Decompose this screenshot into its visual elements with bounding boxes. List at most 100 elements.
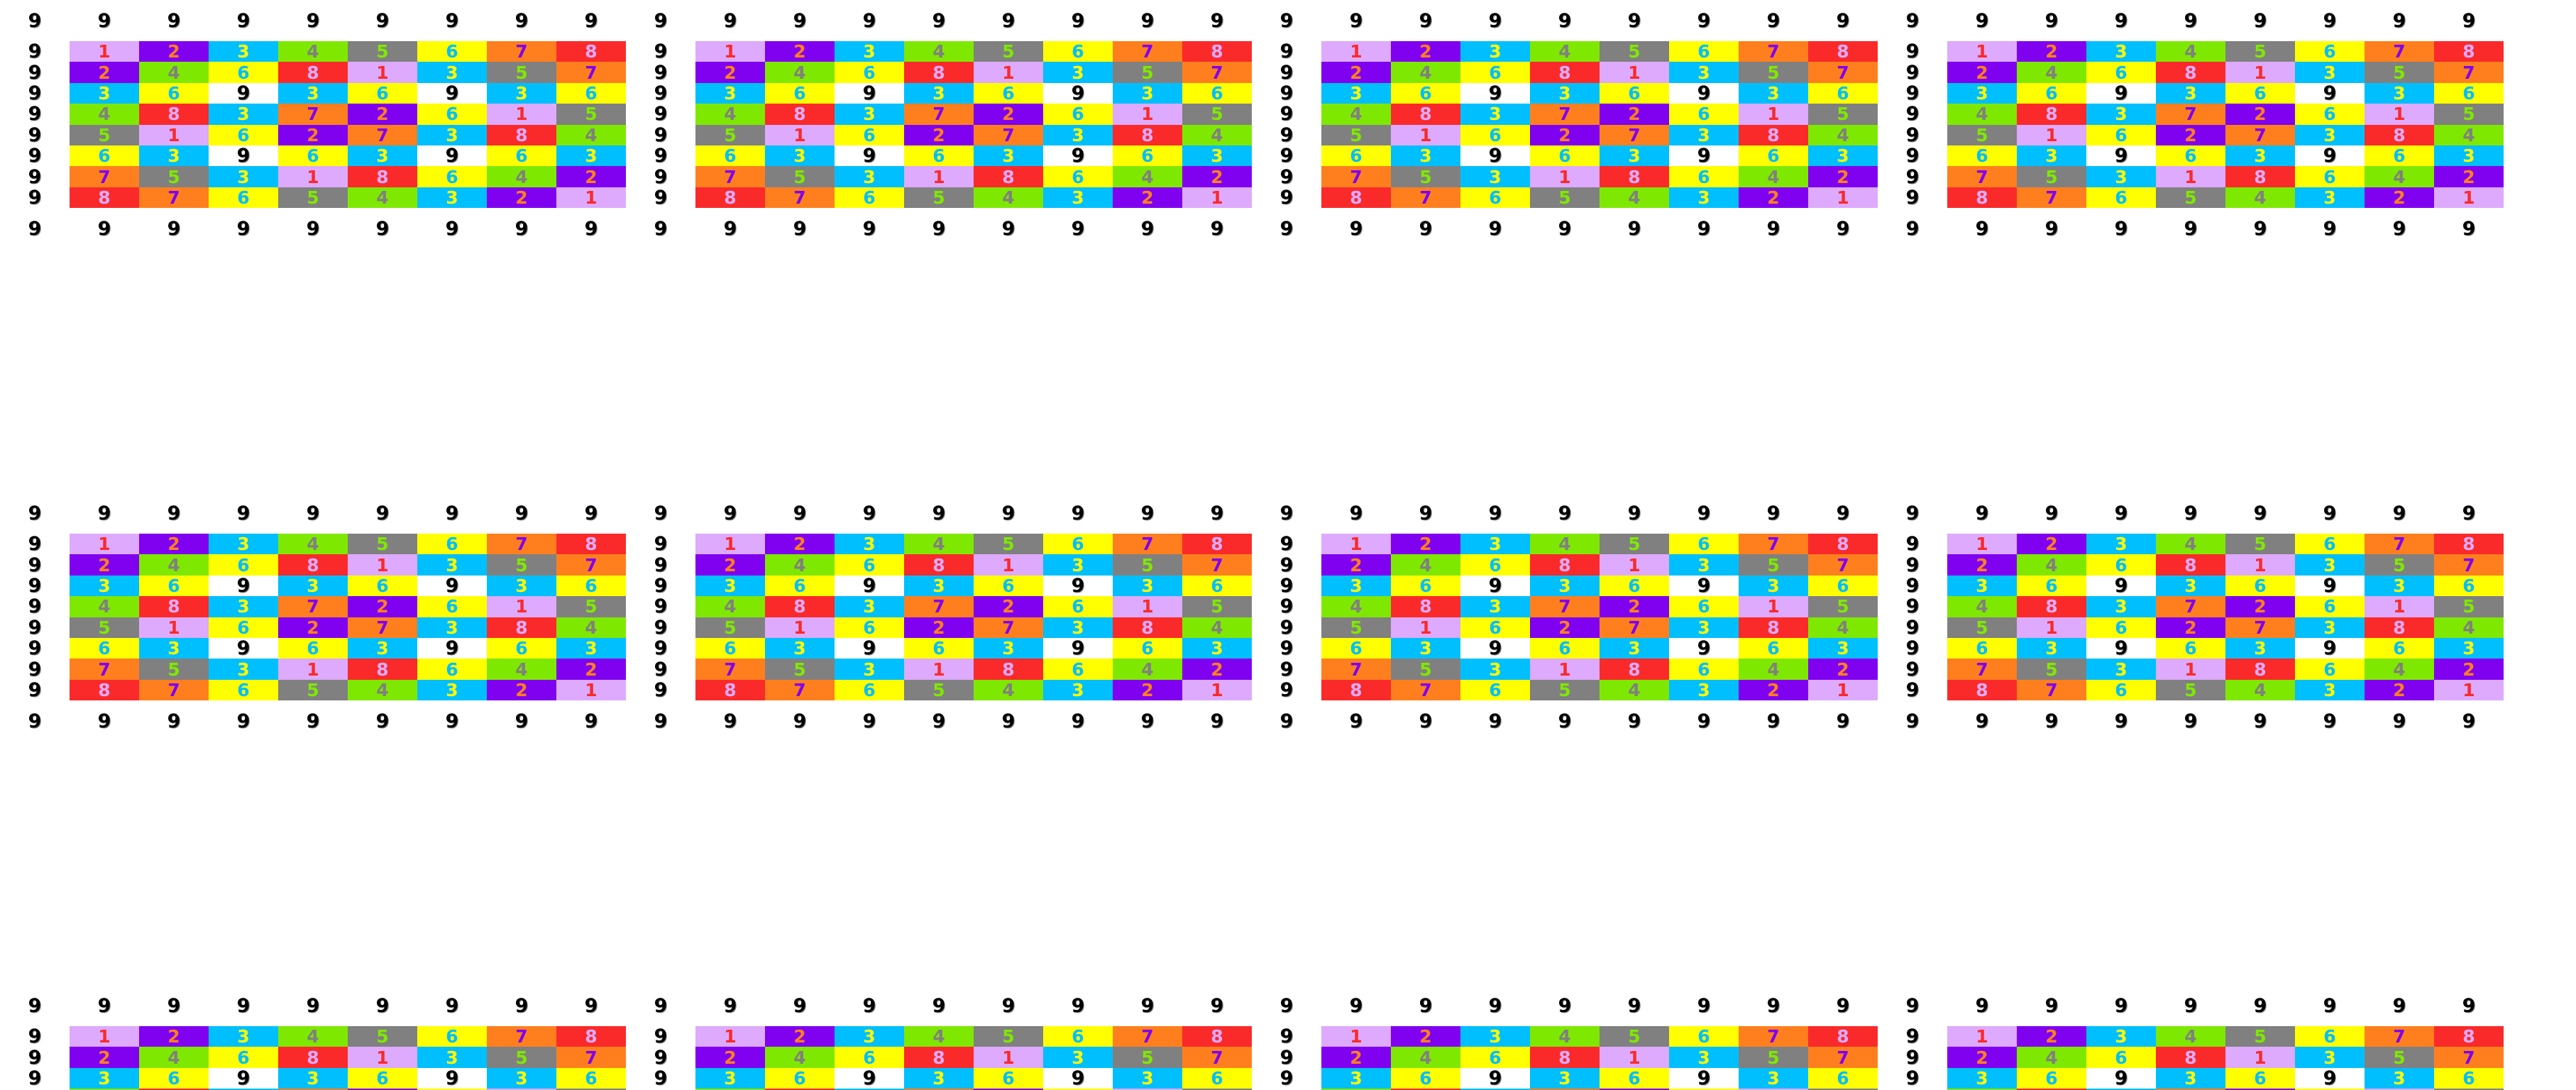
grid-cell: 9 [1043, 575, 1113, 597]
grid-cell: 2 [1182, 166, 1252, 187]
grid-cell: 9 [1669, 1067, 1739, 1089]
grid-cell: 6 [2017, 575, 2086, 597]
grid-cell: 7 [695, 166, 765, 187]
grid-cell: 5 [1391, 166, 1460, 187]
grid-cell: 4 [765, 1047, 835, 1068]
grid-cell: 7 [487, 1026, 556, 1047]
grid-cell: 2 [1600, 1089, 1669, 1090]
grid-cell: 8 [2156, 62, 2225, 83]
grid-cell: 6 [2295, 166, 2365, 187]
grid-cell: 6 [1391, 1067, 1460, 1089]
column-header-9: 9 [1530, 492, 1600, 534]
grid-cell: 9 [2086, 145, 2156, 167]
grid-cell: 9 [417, 1067, 487, 1089]
grid-cell: 6 [2434, 575, 2504, 597]
grid-cell: 3 [2365, 82, 2434, 104]
row-header-9: 9 [1878, 187, 1947, 209]
grid-cell: 7 [70, 659, 139, 680]
grid-cell: 2 [1808, 659, 1878, 680]
corner-header-9: 9 [0, 985, 70, 1026]
grid-cell: 3 [1600, 637, 1669, 659]
grid-cell: 1 [1391, 617, 1460, 638]
grid-cell: 5 [2225, 41, 2295, 62]
column-footer-9: 9 [1739, 208, 1808, 250]
grid-cell: 3 [2086, 41, 2156, 62]
grid-cell: 2 [1321, 554, 1391, 576]
column-header-9: 9 [2017, 985, 2086, 1026]
column-header-9: 9 [1321, 492, 1391, 534]
grid-cell: 8 [2434, 41, 2504, 62]
grid-cell: 2 [765, 41, 835, 62]
grid-cell: 3 [1947, 575, 2017, 597]
grid-cell: 8 [2017, 104, 2086, 125]
grid-cell: 3 [974, 637, 1043, 659]
row-header-9: 9 [626, 659, 695, 680]
row-header-9: 9 [0, 679, 70, 701]
grid-cell: 6 [348, 82, 417, 104]
grid-cell: 1 [348, 554, 417, 576]
grid-cell: 3 [1321, 575, 1391, 597]
row-header-9: 9 [626, 187, 695, 209]
column-footer-9: 9 [417, 208, 487, 250]
grid-cell: 4 [1947, 1089, 2017, 1090]
column-header-9: 9 [974, 492, 1043, 534]
grid-cell: 3 [2225, 637, 2295, 659]
grid-cell: 7 [695, 659, 765, 680]
column-footer-9: 9 [556, 700, 626, 742]
grid-cell: 8 [1600, 659, 1669, 680]
grid-cell: 6 [835, 187, 904, 209]
grid-cell: 3 [1043, 554, 1113, 576]
grid-cell: 9 [417, 575, 487, 597]
grid-cell: 1 [695, 41, 765, 62]
grid-cell: 6 [695, 637, 765, 659]
grid-cell: 5 [556, 596, 626, 617]
column-header-9: 9 [417, 985, 487, 1026]
grid-cell: 8 [904, 62, 974, 83]
column-footer-9: 9 [556, 208, 626, 250]
grid-cell: 3 [695, 82, 765, 104]
grid-cell: 8 [695, 679, 765, 701]
row-header-9: 9 [1878, 145, 1947, 167]
grid-cell: 1 [2017, 124, 2086, 145]
grid-cell: 5 [695, 124, 765, 145]
grid-cell: 3 [70, 1067, 139, 1089]
grid-cell: 1 [487, 104, 556, 125]
grid-cell: 3 [2017, 637, 2086, 659]
column-header-9: 9 [139, 985, 209, 1026]
column-footer-9: 9 [1460, 700, 1530, 742]
corner-footer-9: 9 [1878, 208, 1947, 250]
column-header-9: 9 [2434, 492, 2504, 534]
grid-cell: 6 [2017, 82, 2086, 104]
grid-cell: 6 [70, 637, 139, 659]
grid-cell: 3 [1460, 41, 1530, 62]
grid-cell: 5 [1808, 104, 1878, 125]
column-header-9: 9 [2434, 0, 2504, 41]
grid-cell: 3 [1113, 575, 1182, 597]
column-header-9: 9 [765, 492, 835, 534]
grid-cell: 3 [1947, 1067, 2017, 1089]
grid-cell: 6 [2365, 637, 2434, 659]
row-header-9: 9 [1252, 62, 1321, 83]
grid-cell: 1 [1113, 1089, 1182, 1090]
grid-cell: 1 [1113, 104, 1182, 125]
grid-cell: 6 [209, 1047, 278, 1068]
column-header-9: 9 [2086, 492, 2156, 534]
grid-cell: 6 [1182, 82, 1252, 104]
grid-cell: 6 [139, 575, 209, 597]
grid-cell: 3 [2086, 596, 2156, 617]
grid-cell: 3 [1530, 575, 1600, 597]
column-footer-9: 9 [487, 208, 556, 250]
row-header-9: 9 [1878, 41, 1947, 62]
grid-cell: 6 [487, 145, 556, 167]
grid-cell: 6 [2295, 596, 2365, 617]
column-footer-9: 9 [835, 208, 904, 250]
row-header-9: 9 [0, 659, 70, 680]
grid-cell: 6 [1600, 1067, 1669, 1089]
grid-cell: 8 [1530, 62, 1600, 83]
grid-cell: 7 [2434, 1047, 2504, 1068]
grid-cell: 3 [1043, 62, 1113, 83]
grid-cell: 8 [2017, 1089, 2086, 1090]
row-header-9: 9 [1878, 166, 1947, 187]
row-header-9: 9 [0, 1067, 70, 1089]
